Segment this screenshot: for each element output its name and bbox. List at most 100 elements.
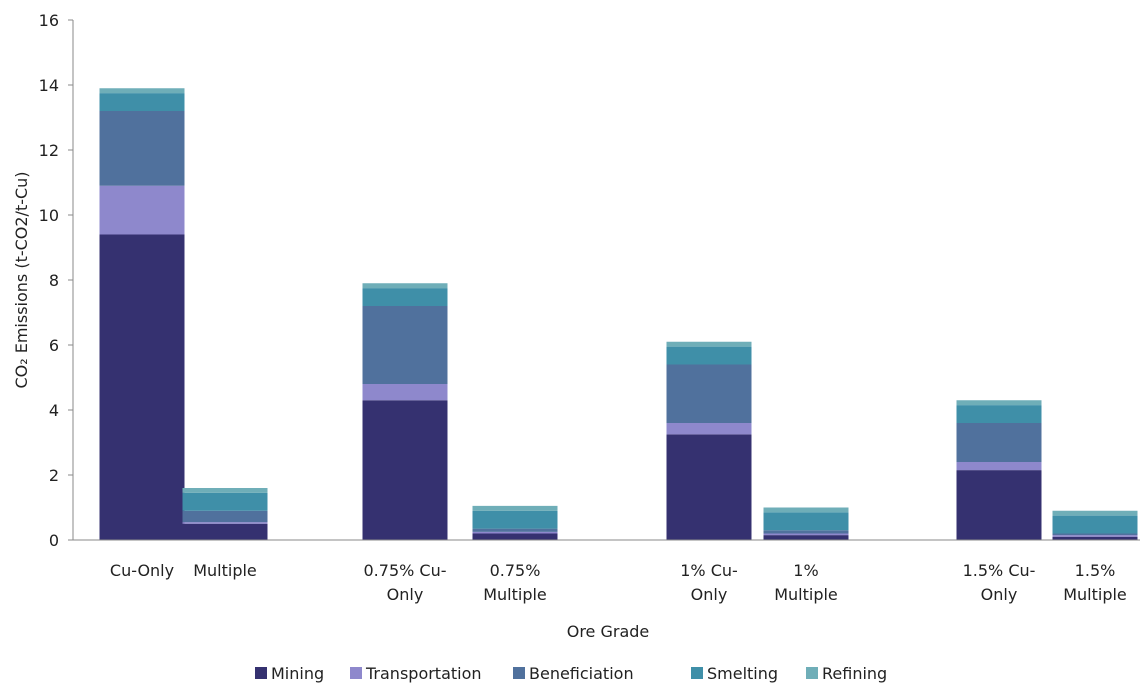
- legend-label: Smelting: [707, 664, 778, 683]
- x-category-label: 1% Multiple: [774, 561, 838, 604]
- bar-stack: [763, 507, 849, 540]
- bar-segment-refining: [99, 88, 185, 94]
- bar-segment-smelting: [956, 405, 1042, 423]
- legend-swatch: [350, 667, 362, 679]
- legend-item-mining: Mining: [255, 664, 324, 683]
- bar-segment-mining: [99, 234, 185, 540]
- bar-stack: [472, 505, 558, 540]
- x-category-label: Multiple: [193, 561, 257, 580]
- bar-segment-smelting: [472, 510, 558, 529]
- y-tick-label: 4: [49, 401, 59, 420]
- x-category-label: Cu-Only: [110, 561, 174, 580]
- x-category-label-line: 1%: [793, 561, 818, 580]
- legend-label: Refining: [822, 664, 887, 683]
- bar-stack: [666, 341, 752, 540]
- bar-segment-smelting: [1052, 515, 1138, 534]
- legend: Mining Transportation Beneficiation Smeltin…: [255, 664, 887, 683]
- bar-segment-beneficiation: [182, 510, 268, 523]
- legend-label: Transportation: [365, 664, 482, 683]
- x-category-label: 1.5% Cu- Only: [963, 561, 1036, 604]
- x-category-label: 0.75% Cu- Only: [364, 561, 447, 604]
- bar-segment-beneficiation: [472, 528, 558, 532]
- bar-segment-mining: [666, 434, 752, 540]
- x-category-label-line: Cu-Only: [110, 561, 174, 580]
- y-axis-ticks: 0 2 4 6 8 10 12 14 16: [39, 11, 73, 550]
- y-tick-label: 6: [49, 336, 59, 355]
- bar-stack: [1052, 510, 1138, 540]
- x-axis-category-labels: Cu-Only Multiple 0.75% Cu- Only 0.75% Multipl…: [110, 561, 1127, 604]
- y-tick-label: 0: [49, 531, 59, 550]
- bar-segment-transportation: [99, 185, 185, 235]
- y-tick-label: 8: [49, 271, 59, 290]
- bar-segment-beneficiation: [362, 306, 448, 384]
- x-category-label-line: Multiple: [483, 585, 547, 604]
- bar-segment-refining: [763, 507, 849, 513]
- bar-stack: [99, 88, 185, 540]
- bar-segment-refining: [666, 341, 752, 347]
- x-category-label: 0.75% Multiple: [483, 561, 547, 604]
- x-axis-title: Ore Grade: [567, 622, 650, 641]
- bar-stack: [182, 488, 268, 540]
- x-category-label-line: Multiple: [774, 585, 838, 604]
- bar-segment-smelting: [763, 512, 849, 531]
- bar-segment-beneficiation: [99, 111, 185, 186]
- bar-segment-beneficiation: [763, 530, 849, 534]
- legend-swatch: [806, 667, 818, 679]
- bar-segment-refining: [956, 400, 1042, 406]
- bar-segment-mining: [763, 535, 849, 540]
- bar-segment-transportation: [666, 423, 752, 435]
- bar-segment-refining: [182, 488, 268, 493]
- legend-item-beneficiation: Beneficiation: [513, 664, 634, 683]
- y-tick-label: 16: [39, 11, 59, 30]
- x-category-label: 1% Cu- Only: [680, 561, 738, 604]
- x-category-label-line: 1.5% Cu-: [963, 561, 1036, 580]
- bar-segment-transportation: [763, 533, 849, 536]
- y-tick-label: 10: [39, 206, 59, 225]
- bar-segment-smelting: [362, 288, 448, 306]
- bar-segment-smelting: [666, 346, 752, 365]
- y-axis-title: CO₂ Emissions (t-CO2/t-Cu): [12, 171, 31, 388]
- x-category-label-line: 1% Cu-: [680, 561, 738, 580]
- bar-segment-mining: [362, 400, 448, 540]
- bar-segment-transportation: [956, 462, 1042, 471]
- bar-segment-mining: [182, 523, 268, 540]
- bar-segment-transportation: [1052, 535, 1138, 537]
- bar-segment-transportation: [472, 531, 558, 534]
- x-category-label-line: Multiple: [193, 561, 257, 580]
- x-category-label-line: Only: [981, 585, 1018, 604]
- legend-item-smelting: Smelting: [691, 664, 778, 683]
- legend-swatch: [691, 667, 703, 679]
- x-category-label-line: 0.75%: [490, 561, 541, 580]
- x-category-label-line: Only: [691, 585, 728, 604]
- bar-segment-refining: [1052, 510, 1138, 516]
- bar-segment-smelting: [99, 93, 185, 111]
- bar-segment-refining: [362, 283, 448, 289]
- x-category-label: 1.5% Multiple: [1063, 561, 1127, 604]
- bar-segment-mining: [1052, 536, 1138, 540]
- bar-stack: [362, 283, 448, 540]
- bar-segment-transportation: [182, 522, 268, 524]
- bar-segment-mining: [472, 533, 558, 540]
- x-category-label-line: 1.5%: [1075, 561, 1116, 580]
- bar-segment-beneficiation: [666, 364, 752, 423]
- bar-segment-transportation: [362, 384, 448, 401]
- x-category-label-line: Multiple: [1063, 585, 1127, 604]
- legend-swatch: [255, 667, 267, 679]
- y-tick-label: 14: [39, 76, 59, 95]
- bar-segment-refining: [472, 505, 558, 511]
- y-tick-label: 2: [49, 466, 59, 485]
- legend-item-refining: Refining: [806, 664, 887, 683]
- bar-segment-beneficiation: [1052, 533, 1138, 536]
- bar-stack: [956, 400, 1042, 540]
- bar-segment-mining: [956, 470, 1042, 540]
- x-category-label-line: 0.75% Cu-: [364, 561, 447, 580]
- bar-segment-smelting: [182, 492, 268, 511]
- x-category-label-line: Only: [387, 585, 424, 604]
- bars-layer: [99, 88, 1138, 540]
- bar-segment-beneficiation: [956, 423, 1042, 462]
- legend-item-transportation: Transportation: [350, 664, 482, 683]
- legend-swatch: [513, 667, 525, 679]
- legend-label: Mining: [271, 664, 324, 683]
